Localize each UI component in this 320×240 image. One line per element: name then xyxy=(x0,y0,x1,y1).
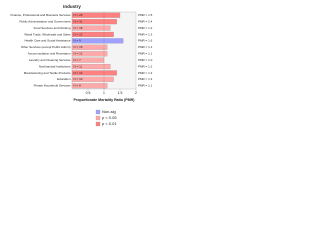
y-tick-label: Health Care and Social Assistance xyxy=(24,39,70,43)
n-label: N = 15 xyxy=(74,45,83,49)
n-label: N = 26 xyxy=(74,13,83,17)
value-label: PMR = 1.4 xyxy=(138,19,153,23)
legend-label: p < 0.05 xyxy=(102,115,117,120)
chart: Industry Proportionate Mortality Ratio (… xyxy=(10,4,153,127)
chart-title: Industry xyxy=(63,4,81,9)
n-label: N = 14 xyxy=(74,71,83,75)
value-label: PMR = 1.1 xyxy=(138,84,153,88)
legend-swatch xyxy=(95,115,101,121)
value-label: PMR = 1.5 xyxy=(138,13,153,17)
bar xyxy=(71,44,108,50)
n-label: N = 18 xyxy=(74,26,83,30)
legend-swatch xyxy=(95,109,101,115)
value-label: PMR = 1.1 xyxy=(138,52,153,56)
x-tick-label: 1 xyxy=(103,91,105,95)
bar xyxy=(71,19,117,25)
bar xyxy=(71,51,108,57)
bar xyxy=(71,12,121,18)
n-label: N = 10 xyxy=(74,77,83,81)
y-tick-label: Nonfinancial Institutions xyxy=(39,64,71,68)
bar xyxy=(71,70,117,76)
x-axis-title: Proportionate Mortality Ratio (PMR) xyxy=(74,98,136,102)
x-tick-label: 0.5 xyxy=(86,91,91,95)
y-tick-label: Manufacturing and Textile Products xyxy=(24,71,71,75)
y-tick-label: Accommodation and Recreation xyxy=(28,52,71,56)
y-tick-label: Retail Trade, Wholesale and Sales xyxy=(24,32,71,36)
value-label: PMR = 1.3 xyxy=(138,32,153,36)
n-label: N = 31 xyxy=(74,19,83,23)
bar xyxy=(71,38,124,44)
bar xyxy=(71,83,108,89)
value-label: PMR = 1.4 xyxy=(138,71,153,75)
bar xyxy=(71,76,114,82)
bar xyxy=(71,25,111,31)
n-label: N = 22 xyxy=(74,32,83,36)
bar xyxy=(71,31,114,37)
n-label: N = 9 xyxy=(74,39,82,43)
n-label: N = 12 xyxy=(74,52,83,56)
n-label: N = 7 xyxy=(74,58,82,62)
y-tick-label: Other Services (except Public Admin) xyxy=(21,45,71,49)
legend-label: p < 0.01 xyxy=(102,121,117,126)
value-label: PMR = 1.1 xyxy=(138,45,153,49)
x-tick-label: 2 xyxy=(135,91,137,95)
n-label: N = 8 xyxy=(74,84,82,88)
value-label: PMR = 1.6 xyxy=(138,39,153,43)
value-label: PMR = 1.0 xyxy=(138,58,153,62)
x-tick-label: 1.5 xyxy=(118,91,123,95)
y-tick-label: Education xyxy=(57,77,71,81)
y-tick-label: Private Household Services xyxy=(34,84,71,88)
value-label: PMR = 1.2 xyxy=(138,26,153,30)
legend-swatch xyxy=(95,121,101,127)
y-tick-label: Finance, Professional and Business Servi… xyxy=(10,13,71,17)
legend-label: Non-sig xyxy=(102,109,116,114)
value-label: PMR = 1.2 xyxy=(138,64,153,68)
y-tick-label: Public Administration and Government xyxy=(19,19,70,23)
y-tick-label: Laundry and Cleaning Services xyxy=(29,58,71,62)
bar xyxy=(71,64,111,70)
y-tick-label: Food Services and Drinking xyxy=(34,26,71,30)
value-label: PMR = 1.3 xyxy=(138,77,153,81)
n-label: N = 11 xyxy=(74,64,83,68)
